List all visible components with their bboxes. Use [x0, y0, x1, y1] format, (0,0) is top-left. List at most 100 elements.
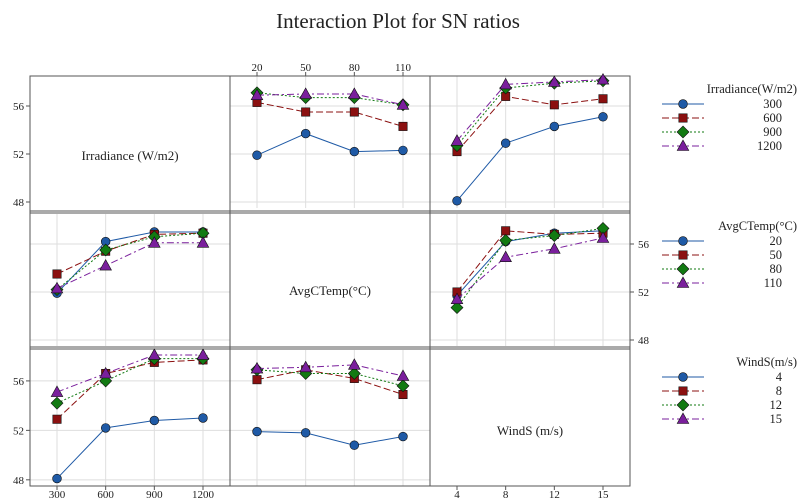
series-line	[456, 80, 604, 146]
marker-circle	[349, 146, 360, 157]
legend-title: WindS(m/s)	[736, 355, 797, 369]
series-line	[456, 116, 604, 202]
legend-item-label: 15	[770, 412, 783, 426]
legend-title: AvgCTemp(°C)	[718, 219, 797, 233]
x-tick-label: 20	[252, 62, 264, 74]
marker-circle	[300, 428, 311, 438]
series-line	[56, 232, 204, 290]
marker-triangle	[348, 358, 361, 370]
series-line	[456, 230, 604, 296]
x-tick-label: 600	[97, 489, 114, 501]
x-tick-label: 110	[395, 62, 412, 74]
series-line	[56, 358, 203, 404]
marker-triangle	[148, 236, 161, 248]
marker-diamond	[347, 367, 361, 380]
diagonal-label: Irradiance (W/m2)	[81, 148, 178, 163]
y-tick-label: 56	[13, 376, 25, 388]
legend-item-label: 110	[764, 276, 782, 290]
marker-triangle	[348, 87, 361, 99]
y-tick-label: 52	[13, 149, 24, 161]
plot-frame	[29, 75, 631, 487]
marker-circle	[678, 372, 688, 382]
series-line	[256, 93, 404, 106]
marker-square	[301, 107, 311, 117]
series-line	[256, 431, 404, 446]
marker-triangle	[250, 361, 264, 374]
diagonal-label: AvgCTemp(°C)	[289, 283, 371, 298]
marker-triangle	[676, 412, 690, 424]
y-tick-label: 48	[638, 335, 650, 347]
y-tick-label: 56	[13, 101, 25, 113]
marker-circle	[252, 150, 262, 160]
marker-circle	[398, 431, 408, 442]
marker-square	[678, 386, 688, 396]
series-line	[256, 101, 404, 127]
marker-square	[598, 94, 608, 104]
series-line	[256, 364, 404, 377]
x-tick-label: 300	[49, 489, 66, 501]
marker-diamond	[450, 301, 464, 315]
series-line	[456, 230, 604, 293]
marker-triangle	[396, 98, 410, 110]
marker-circle	[678, 236, 688, 246]
marker-triangle	[450, 292, 464, 305]
marker-square	[52, 414, 62, 424]
marker-triangle	[396, 369, 410, 381]
diagonal-label: WindS (m/s)	[497, 423, 563, 438]
series-line	[56, 417, 204, 479]
marker-diamond	[396, 379, 410, 393]
series-line	[256, 133, 404, 156]
marker-circle	[398, 145, 408, 156]
marker-triangle	[548, 242, 561, 254]
series-line	[56, 242, 203, 289]
marker-triangle	[250, 88, 264, 100]
x-tick-label: 50	[300, 62, 312, 74]
series-line	[256, 92, 404, 106]
marker-circle	[349, 440, 360, 450]
series-line	[456, 95, 604, 152]
marker-diamond	[676, 125, 690, 139]
legend-item-label: 600	[763, 111, 782, 125]
marker-triangle	[499, 77, 512, 90]
marker-triangle	[676, 139, 690, 151]
marker-diamond	[499, 233, 513, 247]
y-tick-label: 48	[13, 197, 25, 209]
marker-circle	[300, 128, 311, 139]
legend-item-label: 4	[776, 370, 783, 384]
marker-triangle	[99, 258, 112, 271]
series-line	[256, 369, 404, 395]
series-line	[456, 79, 604, 142]
marker-diamond	[676, 262, 690, 276]
x-tick-label: 1200	[192, 489, 215, 501]
legend-item-label: 1200	[757, 139, 782, 153]
marker-circle	[198, 413, 208, 423]
legend-item-label: 8	[776, 384, 782, 398]
legend-item-label: 50	[770, 248, 783, 262]
marker-triangle	[299, 87, 312, 99]
marker-circle	[678, 99, 688, 109]
marker-circle	[598, 112, 608, 122]
marker-circle	[100, 423, 111, 433]
marker-triangle	[50, 281, 64, 294]
x-tick-label: 80	[349, 62, 361, 74]
marker-circle	[252, 426, 262, 437]
legend-title: Irradiance(W/m2)	[707, 82, 797, 96]
marker-diamond	[50, 396, 64, 410]
series-layer	[50, 72, 610, 484]
marker-triangle	[299, 360, 312, 373]
x-tick-label: 15	[598, 489, 610, 501]
marker-triangle	[548, 75, 561, 87]
marker-triangle	[676, 276, 690, 288]
legend-item-label: 20	[770, 234, 783, 248]
marker-square	[398, 121, 408, 131]
series-line	[456, 237, 604, 300]
series-line	[56, 359, 204, 420]
y-tick-label: 52	[638, 287, 649, 299]
marker-square	[252, 375, 262, 385]
legend-item-label: 900	[763, 125, 782, 139]
legend-item-label: 12	[770, 398, 783, 412]
grid-layer	[30, 76, 630, 486]
